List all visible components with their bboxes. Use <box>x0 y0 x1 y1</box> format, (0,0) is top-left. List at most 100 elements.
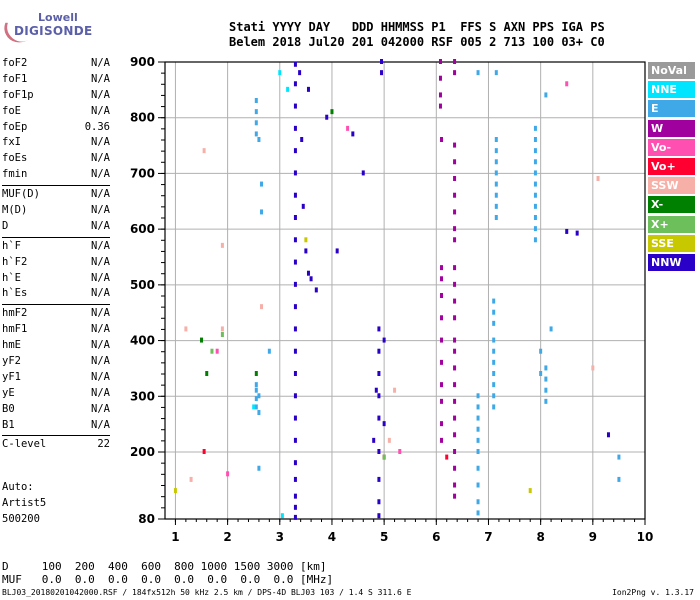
param-row: foE N/A <box>2 105 110 121</box>
legend-entry: SSE <box>648 234 695 252</box>
y-tick-label: 600 <box>130 222 155 236</box>
echo-point-e <box>494 203 498 209</box>
echo-point-e <box>533 226 537 232</box>
param-value: N/A <box>91 57 110 69</box>
echo-point-e <box>254 404 258 410</box>
echo-point-w <box>438 75 442 81</box>
echo-point-e <box>544 376 548 382</box>
param-name: foEp <box>2 120 28 133</box>
param-row: h`E N/A <box>2 272 110 288</box>
echo-point-nnw <box>377 513 381 519</box>
param-value: N/A <box>91 370 110 383</box>
echo-point-sse <box>528 488 532 494</box>
param-value: 0.36 <box>84 120 110 133</box>
echo-point-nnw <box>306 86 310 92</box>
file-info-footer: BLJ03_20180201042000.RSF / 184fx512h 50 … <box>2 588 412 597</box>
echo-point-nnw <box>293 103 297 109</box>
x-tick-label: 6 <box>432 530 440 544</box>
echo-point-sse <box>173 488 177 494</box>
param-value: N/A <box>91 219 110 232</box>
echo-point-w <box>440 137 444 142</box>
echo-point-e <box>533 192 537 198</box>
echo-point-e <box>492 393 496 399</box>
echo-point-ssw <box>202 148 206 154</box>
echo-point-ssw <box>393 387 397 393</box>
echo-point-e <box>544 92 548 98</box>
param-name: hmE <box>2 339 21 352</box>
echo-point-e <box>476 465 480 471</box>
echo-point-e <box>533 159 537 165</box>
legend-entry: W <box>648 119 695 137</box>
echo-point-nnw <box>293 393 297 399</box>
param-value: N/A <box>91 339 110 352</box>
param-row: foF1p N/A <box>2 89 110 105</box>
legend-entry: NNW <box>648 253 695 271</box>
echo-point-nnw <box>301 203 305 209</box>
param-row: h`F2 N/A <box>2 256 110 272</box>
echo-point-e <box>492 382 496 388</box>
echo-point-ssw <box>387 437 391 443</box>
echo-point-e <box>476 70 480 76</box>
echo-point-w <box>453 415 457 421</box>
echo-point-nnw <box>300 137 304 142</box>
echo-point-ssw <box>220 242 224 248</box>
echo-point-vo+ <box>202 449 206 454</box>
echo-point-e <box>476 426 480 432</box>
echo-point-vo- <box>346 125 350 131</box>
param-row: D N/A <box>2 220 110 236</box>
echo-point-e <box>539 348 543 354</box>
echo-point-nne <box>252 404 256 410</box>
param-row: foF1 N/A <box>2 73 110 89</box>
param-name: B1 <box>2 418 15 431</box>
echo-point-nnw <box>335 248 339 254</box>
param-row: fxI N/A <box>2 136 110 152</box>
param-name: h`Es <box>2 287 28 300</box>
distance-row: D 100 200 400 600 800 1000 1500 3000 [km… <box>2 560 327 573</box>
echo-point-e <box>254 382 258 388</box>
echo-point-nnw <box>293 237 297 243</box>
param-value: N/A <box>91 355 110 368</box>
x-tick-label: 4 <box>328 530 336 544</box>
param-name: yF1 <box>2 370 21 383</box>
echo-point-e <box>533 237 537 243</box>
x-tick-label: 10 <box>637 530 654 544</box>
legend-entry: Vo+ <box>648 157 695 175</box>
echo-point-nnw <box>293 326 297 332</box>
param-name: yF2 <box>2 355 21 368</box>
x-tick-label: 8 <box>536 530 544 544</box>
echo-point-nnw <box>377 499 381 505</box>
echo-point-e <box>494 181 498 187</box>
echo-point-w <box>440 337 444 343</box>
param-name: D <box>2 219 9 232</box>
echo-point-w <box>453 192 457 198</box>
x-tick-label: 5 <box>380 530 388 544</box>
echo-point-w <box>453 449 457 454</box>
y-tick-label: 800 <box>130 111 155 125</box>
legend-entry: Vo- <box>648 138 695 156</box>
param-row: hmF2 N/A <box>2 307 110 323</box>
param-value: N/A <box>91 418 110 431</box>
param-separator <box>2 185 110 187</box>
echo-point-x+ <box>382 454 386 460</box>
echo-point-e <box>492 371 496 376</box>
param-row: yF2 N/A <box>2 355 110 371</box>
scaled-parameters-panel: foF2 N/A foF1 N/A foF1p N/A foE N/A foEp 0.36 fxI N… <box>2 57 110 454</box>
param-row: fmin N/A <box>2 168 110 184</box>
echo-point-nnw <box>575 230 579 236</box>
echo-point-e <box>260 181 264 187</box>
echo-point-nnw <box>293 493 297 499</box>
legend-entry: NoVal <box>648 62 695 79</box>
echo-point-e <box>492 404 496 410</box>
echo-point-w <box>453 281 457 287</box>
echo-point-w <box>440 293 444 298</box>
echo-point-e <box>544 387 548 393</box>
y-tick-label: 500 <box>130 278 155 292</box>
echo-point-e <box>494 148 498 154</box>
echo-point-e <box>492 337 496 343</box>
echo-point-w <box>453 142 457 148</box>
echo-point-e <box>257 465 261 471</box>
echo-point-w <box>453 365 457 371</box>
echo-point-e <box>476 415 480 421</box>
echo-point-e <box>549 326 553 332</box>
echo-point-e <box>617 454 621 460</box>
